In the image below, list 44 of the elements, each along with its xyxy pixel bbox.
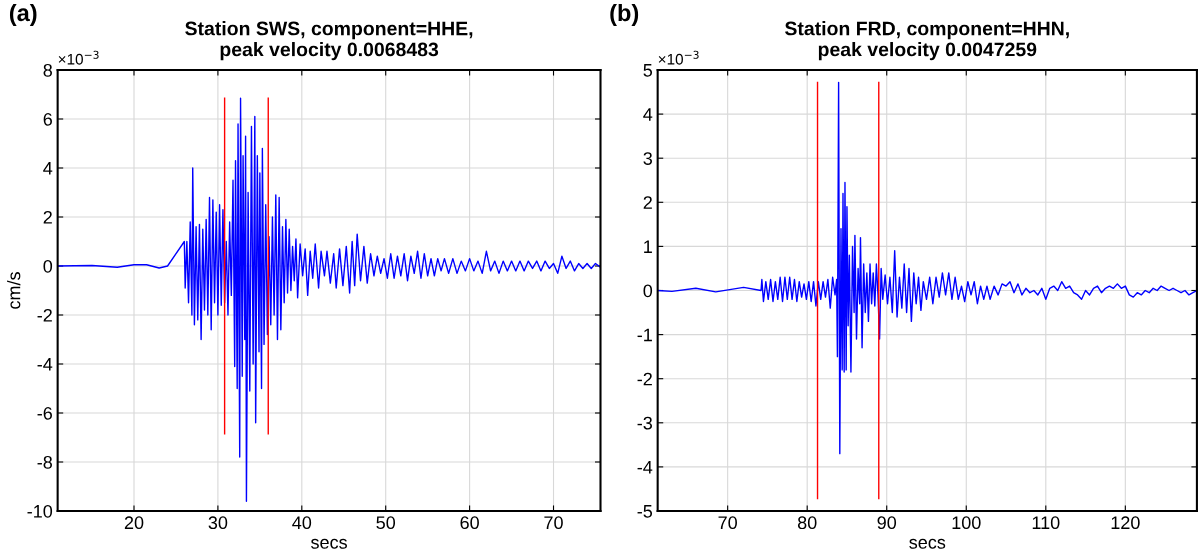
x-tick-label: 50 bbox=[376, 516, 396, 530]
text: ×10$^{−3}$ bbox=[658, 50, 699, 65]
line-series bbox=[657, 81, 1197, 455]
x-tick-label: 120 bbox=[1111, 516, 1140, 530]
x-tick-label: 110 bbox=[1032, 516, 1060, 530]
x-tick-label: 80 bbox=[797, 516, 817, 530]
y-tick-label: 4 bbox=[643, 108, 653, 121]
chart-title: Station SWS, component=HHE, peak velocity 0.0068483 bbox=[185, 21, 473, 61]
x-tick-label: 40 bbox=[292, 516, 312, 530]
y-tick-label: 6 bbox=[43, 112, 52, 126]
x-tick-label: 20 bbox=[124, 516, 144, 530]
y-tick-label: -4 bbox=[637, 461, 653, 474]
y-tick-label: 5 bbox=[643, 64, 653, 77]
x-tick-label: 100 bbox=[952, 516, 981, 530]
y-tick-label: -2 bbox=[37, 308, 52, 322]
y-tick-label: -8 bbox=[37, 455, 52, 469]
y-tick-label: 0 bbox=[643, 284, 653, 298]
x-axis-title: secs bbox=[909, 538, 946, 549]
y-tick-label: -4 bbox=[37, 358, 53, 371]
line-series bbox=[57, 97, 601, 502]
y-tick-label: -10 bbox=[27, 504, 53, 518]
x-tick-label: 70 bbox=[718, 516, 737, 530]
y-tick-label: 2 bbox=[643, 196, 652, 209]
y-tick-label: 8 bbox=[43, 63, 52, 77]
y-tick-label: -5 bbox=[637, 505, 653, 518]
y-tick-label: 2 bbox=[43, 210, 52, 224]
text: (b) bbox=[610, 3, 639, 26]
x-tick-label: 70 bbox=[544, 516, 563, 530]
x-tick-label: 60 bbox=[460, 516, 479, 530]
text: (a) bbox=[9, 3, 37, 26]
y-tick-label: 4 bbox=[43, 162, 53, 175]
chart-title: Station FRD, component=HHN, peak velocity 0.0047259 bbox=[785, 21, 1069, 61]
y-tick-label: 0 bbox=[43, 259, 53, 273]
text: ×10$^{−3}$ bbox=[58, 50, 99, 65]
y-tick-label: -6 bbox=[37, 406, 52, 420]
y-axis-title: cm/s bbox=[7, 272, 21, 309]
y-tick-label: 1 bbox=[644, 240, 652, 253]
y-tick-label: 3 bbox=[643, 152, 653, 165]
y-tick-label: -1 bbox=[637, 328, 652, 342]
y-tick-label: -2 bbox=[637, 372, 652, 386]
y-tick-label: -3 bbox=[637, 416, 653, 430]
x-tick-label: 30 bbox=[208, 516, 228, 530]
x-axis-title: secs bbox=[311, 538, 347, 549]
x-tick-label: 90 bbox=[877, 516, 897, 530]
